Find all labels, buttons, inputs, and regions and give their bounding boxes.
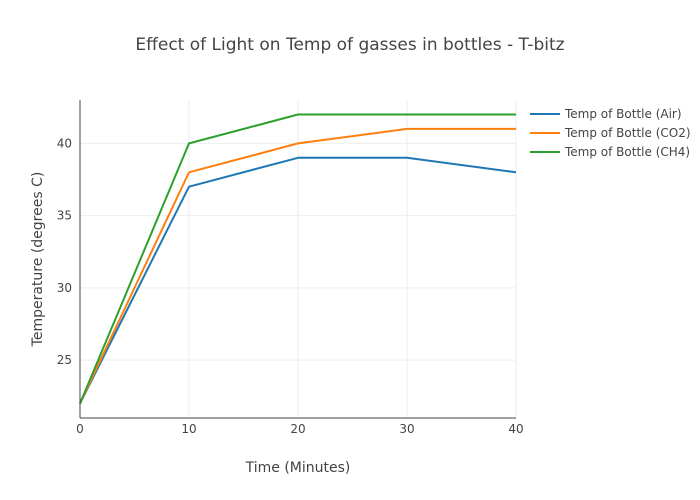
legend-label: Temp of Bottle (CO2) bbox=[564, 126, 691, 140]
series-line-2 bbox=[79, 127, 516, 404]
series-layer bbox=[79, 113, 517, 404]
y-tick-label: 30 bbox=[57, 281, 72, 295]
y-tick-label: 25 bbox=[57, 353, 72, 367]
x-tick-label: 20 bbox=[290, 422, 305, 436]
y-axis-title: Temperature (degrees C) bbox=[30, 172, 46, 348]
legend-item[interactable]: Temp of Bottle (CO2) bbox=[530, 126, 691, 140]
legend: Temp of Bottle (Air) Temp of Bottle (CO2)… bbox=[530, 107, 691, 159]
series-line-3 bbox=[79, 113, 516, 404]
x-tick-label: 40 bbox=[508, 422, 523, 436]
y-axis-ticks: 25 30 35 40 bbox=[57, 136, 72, 367]
legend-label: Temp of Bottle (Air) bbox=[564, 107, 682, 121]
x-axis-ticks: 0 10 20 30 40 bbox=[76, 422, 523, 436]
gridlines bbox=[80, 100, 517, 418]
y-tick-label: 35 bbox=[57, 209, 72, 223]
legend-item[interactable]: Temp of Bottle (Air) bbox=[530, 107, 682, 121]
x-tick-label: 10 bbox=[181, 422, 196, 436]
x-axis-title: Time (Minutes) bbox=[245, 460, 351, 476]
legend-label: Temp of Bottle (CH4) bbox=[564, 145, 690, 159]
chart-title: Effect of Light on Temp of gasses in bot… bbox=[135, 35, 564, 55]
y-tick-label: 40 bbox=[57, 136, 72, 150]
series-line-1 bbox=[79, 156, 517, 404]
x-tick-label: 0 bbox=[76, 422, 84, 436]
x-tick-label: 30 bbox=[399, 422, 414, 436]
legend-item[interactable]: Temp of Bottle (CH4) bbox=[530, 145, 690, 159]
